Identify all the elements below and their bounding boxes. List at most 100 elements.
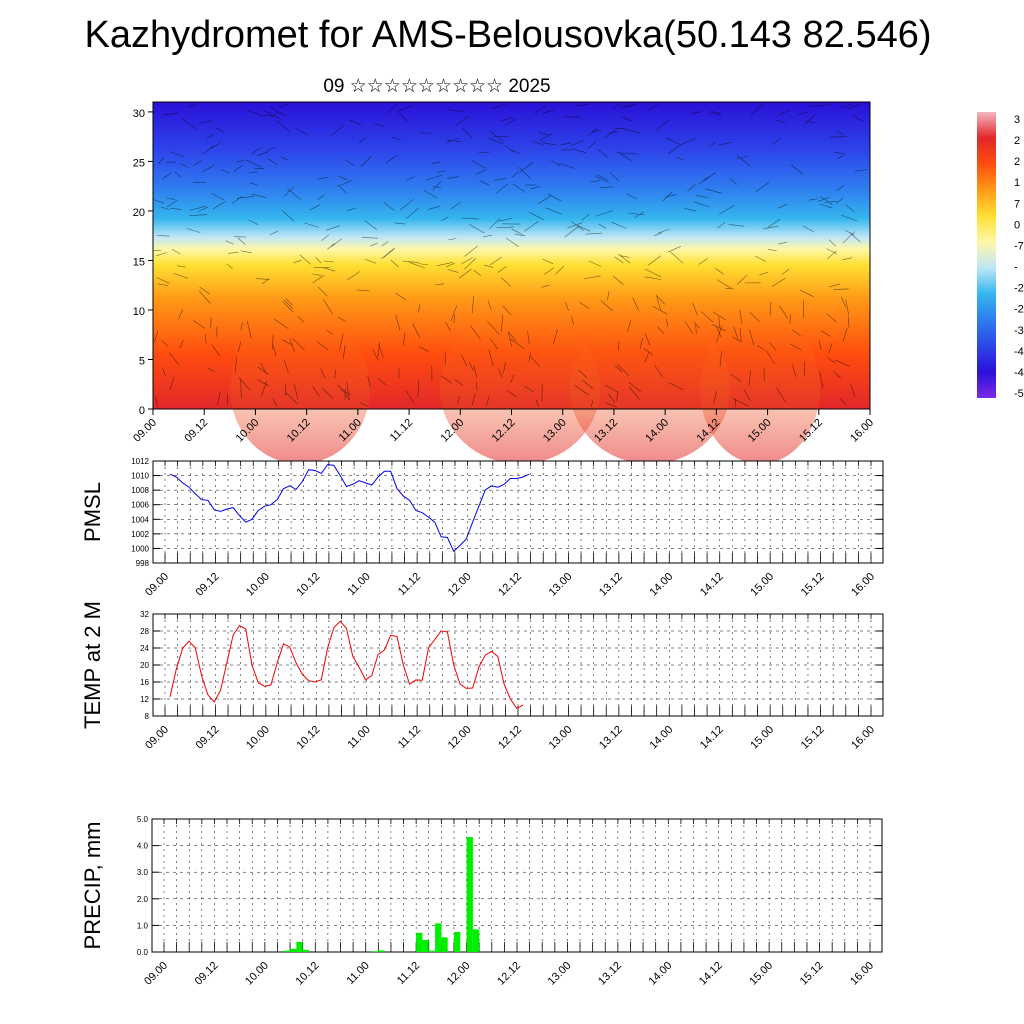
heatmap-warm-area	[700, 314, 820, 464]
x-tick-label: 12.00	[446, 571, 474, 599]
colorbar-label: -2	[1014, 283, 1024, 295]
x-tick-label: 12.00	[445, 960, 473, 988]
x-tick-label: 09.00	[142, 960, 170, 988]
y-tick-label: 28	[140, 627, 149, 636]
x-tick-label: 11.00	[344, 960, 371, 987]
precip-bar	[428, 950, 436, 952]
precip-bar	[372, 951, 379, 952]
x-tick-label: 12.12	[495, 960, 523, 988]
y-tick-label: 1.0	[137, 921, 149, 930]
x-tick-label: 10.00	[244, 724, 272, 752]
x-tick-label: 09.00	[143, 724, 171, 752]
precip-bar	[302, 949, 309, 952]
x-tick-label: 16.00	[848, 417, 876, 445]
x-tick-label: 10.12	[294, 571, 322, 599]
heatmap-warm-area	[570, 314, 730, 464]
precip-bar	[422, 940, 429, 952]
x-tick-label: 13.12	[597, 571, 625, 599]
x-tick-label: 15.00	[747, 960, 775, 988]
x-tick-label: 11.12	[396, 724, 423, 751]
y-tick-label: 24	[140, 644, 149, 653]
colorbar-label: -3	[1014, 325, 1024, 337]
y-tick-label: 32	[140, 610, 149, 619]
series-line	[169, 620, 524, 710]
precip-bar	[283, 950, 291, 952]
x-tick-label: 15.00	[748, 724, 776, 752]
x-tick-label: 14.00	[646, 960, 674, 988]
y-tick-label: 4.0	[137, 842, 149, 851]
y-tick-label: 1010	[131, 472, 149, 481]
x-tick-label: 15.00	[748, 571, 776, 599]
y-tick-label: 1012	[131, 457, 149, 466]
temp-panel: 32 28 24 20 16 12 8 09.00 09.12 10.00 10.12 11.00 11…	[80, 601, 884, 752]
y-tick-label: 1002	[131, 530, 149, 539]
heatmap-panel: 09 ☆☆☆☆☆☆☆☆☆ 2025 0 5 10 15 20 25 30 09.00 09.12 1…	[131, 76, 876, 464]
y-tick-label: 1004	[131, 515, 149, 524]
precip-bar	[441, 937, 448, 952]
colorbar-label: -	[1014, 262, 1018, 274]
y-tick-label: 0.0	[137, 948, 149, 957]
pmsl-panel: 1012 1010 1008 1006 1004 1002 1000 998 09.00 09.1…	[80, 457, 884, 599]
y-tick-label: 1000	[131, 544, 149, 553]
x-tick-label: 12.00	[446, 724, 474, 752]
x-tick-label: 13.00	[546, 960, 574, 988]
colorbar-label: 1	[1014, 177, 1020, 189]
x-tick-label: 09.12	[194, 724, 222, 752]
y-tick-label: 998	[136, 559, 150, 568]
x-tick-label: 13.12	[597, 724, 625, 752]
y-tick-label: 0	[139, 405, 145, 417]
x-tick-label: 14.12	[698, 571, 726, 599]
y-tick-label: 10	[133, 306, 145, 318]
x-tick-label: 09.00	[131, 417, 159, 445]
precip-bar	[472, 929, 480, 952]
precip-bar	[435, 923, 442, 952]
x-tick-label: 09.12	[194, 571, 222, 599]
x-tick-label: 11.12	[396, 571, 423, 598]
colorbar-label: 2	[1014, 135, 1020, 147]
plot-frame	[152, 460, 884, 564]
precip-bar	[290, 948, 297, 952]
x-tick-label: 14.00	[647, 724, 675, 752]
precip-bar	[296, 941, 303, 952]
colorbar-label: -7	[1014, 240, 1024, 252]
heatmap-warm-area	[440, 314, 600, 464]
colorbar-label: 3	[1014, 114, 1020, 126]
precip-bar	[466, 837, 473, 952]
x-tick-label: 15.12	[799, 571, 827, 599]
y-tick-label: 5	[139, 355, 145, 367]
colorbar-label: -4	[1014, 346, 1024, 358]
x-tick-label: 10.00	[243, 960, 271, 988]
heatmap-warm-area	[230, 314, 370, 464]
x-tick-label: 11.12	[395, 960, 422, 987]
x-tick-label: 09.12	[193, 960, 221, 988]
colorbar-label: 0	[1014, 219, 1020, 231]
x-tick-label: 12.12	[496, 724, 524, 752]
x-tick-label: 16.00	[849, 724, 877, 752]
precip-bar	[454, 932, 461, 952]
x-tick-label: 11.00	[345, 571, 372, 598]
x-tick-label: 10.00	[244, 571, 272, 599]
x-tick-label: 14.12	[698, 724, 726, 752]
x-tick-label: 16.00	[848, 960, 876, 988]
colorbar-bar	[977, 112, 996, 398]
x-tick-label: 10.12	[293, 960, 321, 988]
precip-bar	[416, 932, 423, 952]
y-axis-label: PRECIP, mm	[80, 822, 105, 950]
series-line	[169, 464, 530, 553]
y-tick-label: 1006	[131, 501, 149, 510]
x-tick-label: 16.00	[849, 571, 877, 599]
y-axis-label: TEMP at 2 M	[80, 601, 105, 729]
colorbar-label: -4	[1014, 367, 1024, 379]
y-tick-label: 8	[145, 712, 150, 721]
x-tick-label: 15.12	[798, 960, 826, 988]
y-tick-label: 20	[140, 661, 149, 670]
colorbar-label: 7	[1014, 198, 1020, 210]
page-title: Kazhydromet for AMS-Belousovka(50.143 82…	[84, 14, 932, 56]
x-tick-label: 14.12	[697, 960, 725, 988]
precip-bar	[378, 950, 385, 952]
y-tick-label: 16	[140, 678, 149, 687]
y-tick-label: 3.0	[137, 868, 149, 877]
heatmap-subtitle: 09 ☆☆☆☆☆☆☆☆☆ 2025	[323, 76, 550, 97]
x-tick-label: 13.00	[547, 571, 575, 599]
